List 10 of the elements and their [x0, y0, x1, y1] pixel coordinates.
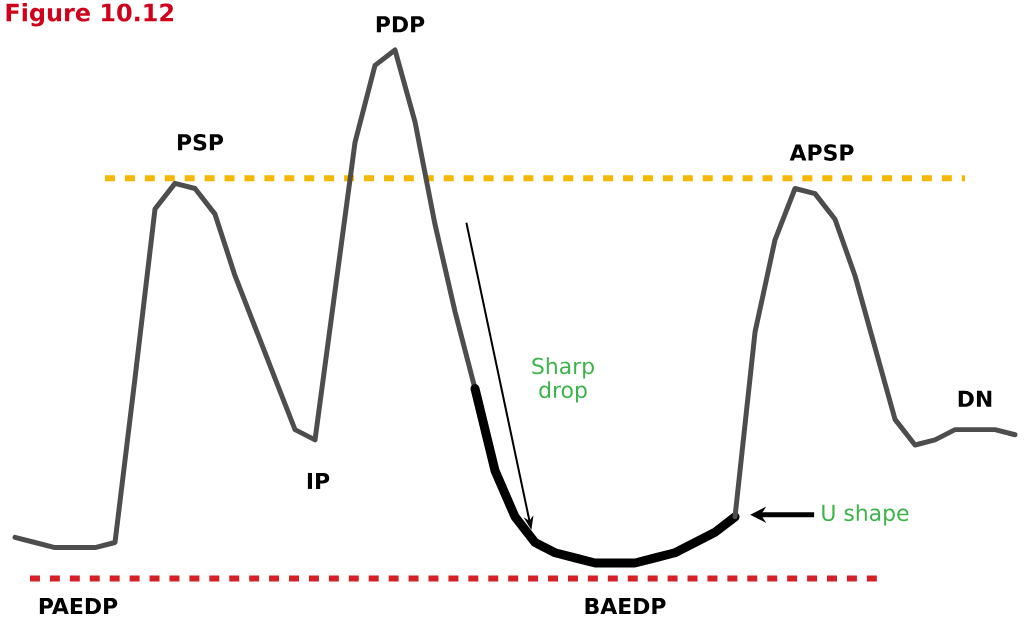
chart-title: Figure 10.12 [6, 3, 173, 27]
annotation: PSP [178, 134, 224, 151]
annotation: DN [958, 390, 992, 407]
annotation: U shape [822, 504, 909, 526]
annotation: APSP [789, 144, 854, 161]
text: BAEDP [585, 598, 666, 615]
annotation: Sharp drop [532, 357, 594, 403]
text: PDP [376, 16, 425, 33]
text: PAEDP [39, 598, 118, 615]
annotation: IP [307, 472, 330, 489]
